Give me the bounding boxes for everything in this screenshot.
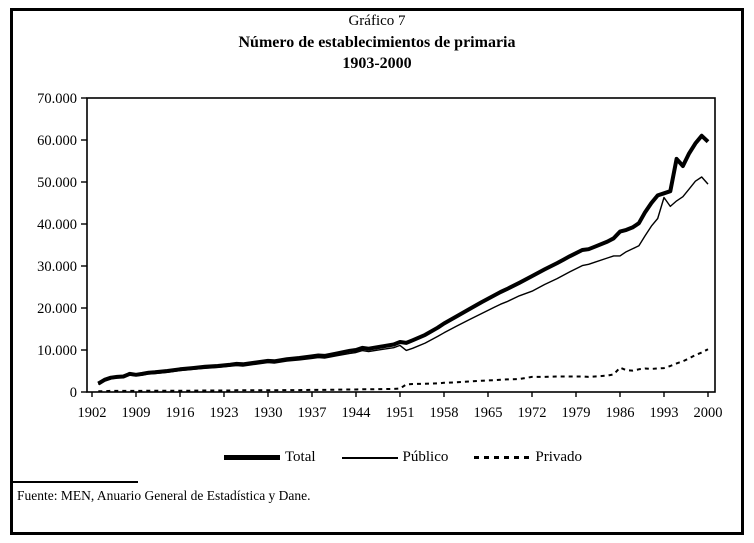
- x-tick-label: 1986: [605, 405, 634, 421]
- outer-frame: [10, 8, 744, 535]
- privado-line-sample: [474, 456, 531, 459]
- footnote-separator: [13, 481, 138, 483]
- x-tick-label: 1909: [121, 405, 150, 421]
- x-tick-label: 1923: [209, 405, 238, 421]
- y-tick-label: 70.000: [37, 91, 77, 107]
- x-tick-label: 1944: [341, 405, 371, 421]
- total-line-sample: [223, 455, 280, 460]
- legend-item-total: Total: [223, 449, 316, 466]
- legend-label-privado: Privado: [535, 449, 583, 465]
- y-tick-label: 40.000: [37, 217, 77, 233]
- y-tick-label: 10.000: [37, 343, 77, 359]
- legend-item-privado: Privado: [474, 449, 582, 466]
- x-tick-label: 1979: [561, 405, 590, 421]
- chart-number-label: Gráfico 7: [348, 13, 406, 29]
- y-tick-label: 0: [70, 385, 77, 401]
- y-tick-label: 30.000: [37, 259, 77, 275]
- publico-line: [97, 176, 709, 386]
- publico-line-sample: [341, 456, 398, 459]
- source-note: Fuente: MEN, Anuario General de Estadíst…: [17, 488, 311, 503]
- x-tick-label: 1951: [385, 405, 414, 421]
- total-line: [97, 133, 710, 386]
- x-tick-label: 1937: [297, 405, 326, 421]
- y-tick-label: 20.000: [37, 301, 77, 317]
- x-tick-label: 1958: [429, 405, 458, 421]
- x-tick-label: 1902: [78, 405, 107, 421]
- x-tick-label: 1930: [253, 405, 282, 421]
- y-tick-label: 50.000: [37, 175, 77, 191]
- legend: Total Público Privado: [26, 449, 754, 466]
- x-tick-label: 2000: [693, 405, 722, 421]
- legend-label-publico: Público: [402, 449, 449, 465]
- chart-subtitle: 1903-2000: [342, 55, 412, 72]
- plot-border: [86, 97, 716, 393]
- x-tick-label: 1965: [473, 405, 502, 421]
- legend-label-total: Total: [284, 449, 316, 465]
- chart-title: Número de establecimientos de primaria: [238, 34, 516, 51]
- legend-item-publico: Público: [341, 449, 449, 466]
- x-tick-label: 1972: [517, 405, 546, 421]
- y-tick-label: 60.000: [37, 133, 77, 149]
- privado-line: [98, 348, 709, 393]
- x-tick-label: 1916: [165, 405, 194, 421]
- x-tick-label: 1993: [649, 405, 678, 421]
